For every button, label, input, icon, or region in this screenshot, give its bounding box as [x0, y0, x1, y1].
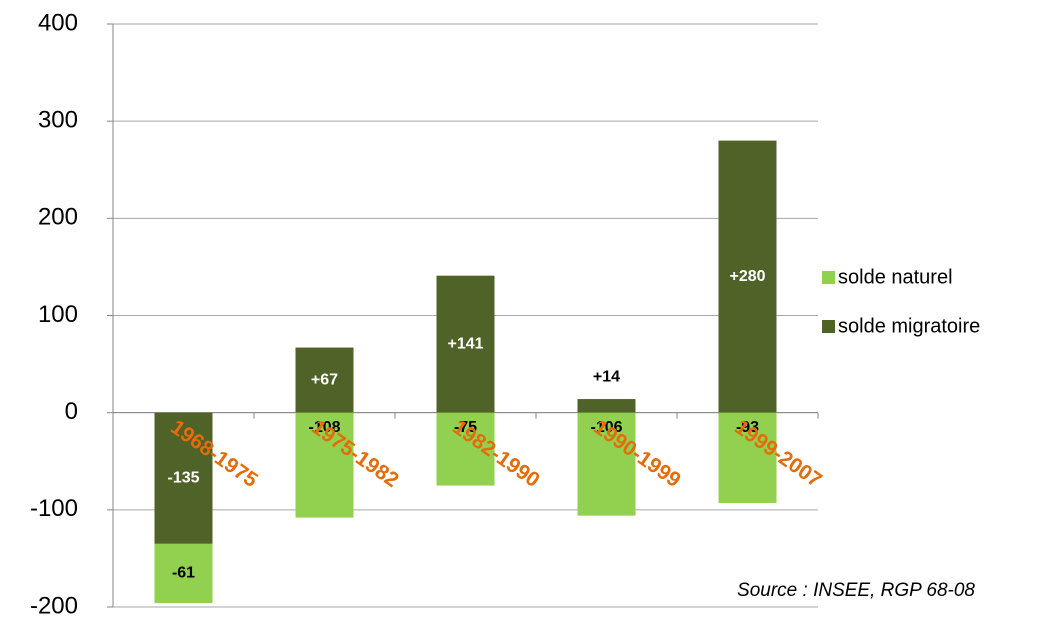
bar-segment — [718, 140, 777, 413]
data-label: -93 — [736, 419, 759, 436]
bar-segment — [436, 275, 495, 413]
data-label: +280 — [729, 268, 765, 285]
y-tick-label: -100 — [30, 495, 78, 522]
bar-segment — [154, 412, 213, 544]
y-tick-label: 400 — [38, 9, 78, 36]
source-note: Source : INSEE, RGP 68-08 — [737, 580, 975, 601]
data-label: -108 — [308, 419, 340, 436]
data-label: -106 — [590, 419, 622, 436]
data-label: +14 — [593, 368, 620, 385]
y-tick-label: 200 — [38, 204, 78, 231]
y-tick-label: -200 — [30, 592, 78, 617]
legend-label: solde migratoire — [838, 315, 980, 337]
y-tick-label: 100 — [38, 301, 78, 328]
data-label: +141 — [447, 335, 483, 352]
bar-segment — [295, 347, 354, 413]
legend-swatch — [822, 320, 835, 333]
bar-segment — [577, 399, 636, 413]
bar-segment — [154, 543, 213, 604]
legend-swatch — [822, 271, 835, 284]
bar-segment — [718, 412, 777, 504]
data-label: -135 — [167, 469, 199, 486]
y-tick-label: 300 — [38, 107, 78, 134]
data-label: -61 — [172, 565, 195, 582]
bar-segment — [436, 412, 495, 486]
bar-segment — [577, 412, 636, 516]
y-tick-label: 0 — [65, 398, 78, 425]
legend-label: solde naturel — [838, 266, 953, 288]
data-label: +67 — [311, 371, 338, 388]
bar-segment — [295, 412, 354, 518]
data-label: -75 — [454, 419, 477, 436]
